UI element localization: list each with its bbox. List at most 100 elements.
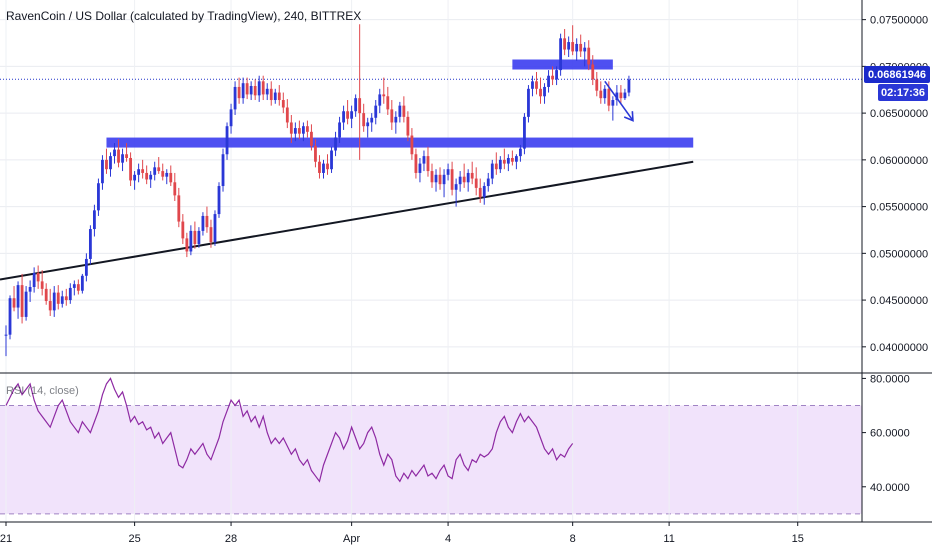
candle-body [374,105,378,118]
time-axis[interactable]: 21 25 28 Apr 4 8 11 15 [0,522,804,545]
candle-body [619,92,623,99]
x-gridlines [5,0,799,522]
candle-body [382,94,386,97]
candle-body [109,156,112,170]
candle-body [462,176,466,183]
last-price-badge: 0.06861946 [864,66,930,83]
candle-body [145,172,149,180]
rsi-tick-label: 60.0000 [870,428,910,440]
candle-body [474,178,478,188]
candle-body [149,174,153,180]
candle-body [623,92,627,99]
candle-body [181,221,185,239]
candle-body [531,81,534,89]
candle-body [563,38,567,50]
rsi-band [0,405,862,514]
horizontal-zones[interactable] [106,59,694,148]
horizontal-zone[interactable] [106,137,694,148]
candle-body [595,79,599,91]
candle-body [101,159,104,184]
candle-body [233,86,237,110]
candle-body [314,145,317,162]
candle-body [229,109,233,127]
candle-body [28,286,32,292]
candle-body [603,88,607,99]
candle-body [611,100,615,106]
candle-body [482,186,486,198]
forecast-arrow[interactable] [604,80,634,122]
candle-body [32,272,36,287]
candle-body [438,174,442,185]
candle-body [84,258,88,276]
candle-body [519,148,522,157]
candle-body [362,113,366,127]
candle-body [318,161,321,173]
price-tick-label: 0.05500000 [870,202,928,214]
candle-body [153,167,157,175]
candle-body [221,154,225,187]
candle-body [386,96,390,110]
price-axis[interactable]: 0.075000000.070000000.065000000.06000000… [862,15,928,354]
candle-body [44,288,48,302]
candle-body [213,214,217,243]
candle-body [265,88,269,95]
candle-body [8,298,12,335]
candle-body [205,215,209,228]
rsi-line [5,377,574,483]
rsi-axis[interactable]: 80.0000 60.0000 40.0000 [862,373,910,494]
candle-body [567,42,571,50]
candle-body [627,79,631,93]
time-tick-label: Apr [343,533,360,545]
candle-body [410,135,414,155]
horizontal-zone[interactable] [512,59,613,70]
candle-body [426,156,430,172]
ascending-trendline[interactable] [0,160,694,281]
candle-body [434,174,438,183]
candle-body [571,42,575,52]
time-tick-label: 21 [0,533,12,545]
candle-body [454,184,458,190]
time-tick-label: 4 [445,533,451,545]
candle-body [217,186,221,215]
candle-body [543,86,546,97]
candle-body [197,230,201,244]
candle-body [72,284,76,288]
candle-body [24,291,28,317]
candle-body [173,182,177,196]
candle-body [422,156,426,164]
candle-body [185,238,189,252]
candle-body [599,90,603,99]
candle-body [527,88,530,117]
candle-body [579,43,583,52]
main-grid [0,19,862,348]
candle-body [490,163,494,179]
countdown-badge: 02:17:36 [878,84,928,101]
candle-body [20,285,24,317]
candle-body [169,172,173,183]
candle-body [97,183,100,211]
rsi-tick-label: 80.0000 [870,373,910,385]
candle-body [615,92,619,101]
candle-body [402,105,406,117]
candle-body [36,272,40,282]
candle-body [189,230,193,252]
candle-body [547,75,550,87]
candle-body [133,174,137,181]
price-tick-label: 0.05000000 [870,248,928,260]
candle-body [523,116,526,149]
time-tick-label: 11 [663,533,674,545]
candle-body [398,105,402,117]
candle-body [470,172,474,179]
candle-body [301,126,305,134]
candle-body [88,229,92,259]
candle-body [378,94,382,106]
candle-body [93,210,96,230]
candle-body [269,88,273,101]
candle-body [157,167,161,172]
candle-body [591,64,595,80]
candle-body [273,92,277,101]
candle-body [406,116,410,136]
chart-title: RavenCoin / US Dollar (calculated by Tra… [6,9,361,23]
candle-body [430,171,434,183]
